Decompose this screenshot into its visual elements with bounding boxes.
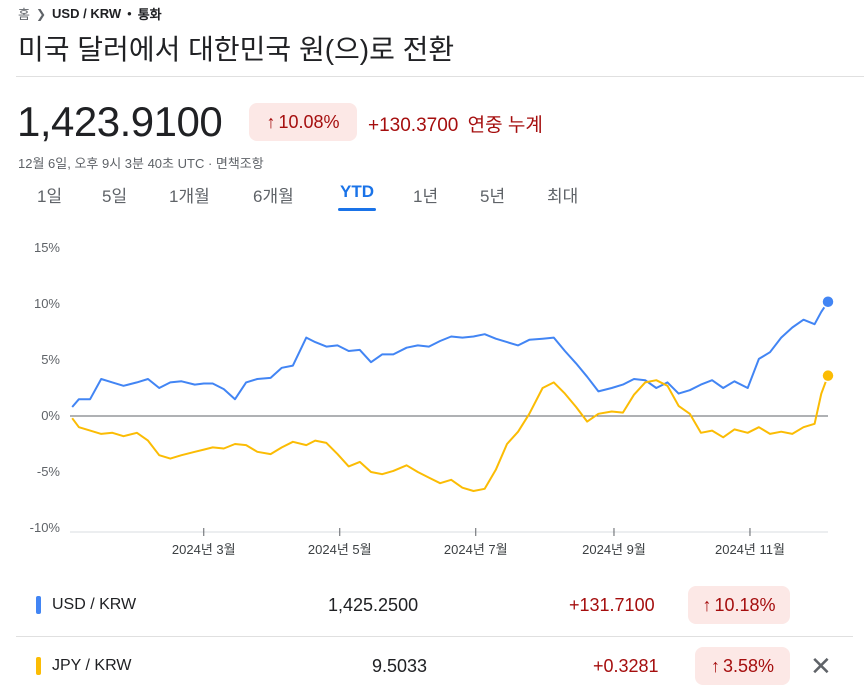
chevron-right-icon: ❯ (35, 6, 47, 21)
y-tick-label: -10% (30, 520, 61, 535)
series-endpoint-jpy (821, 368, 835, 383)
breadcrumb-home[interactable]: 홈 (18, 7, 30, 22)
close-icon[interactable]: ✕ (810, 650, 832, 681)
x-tick-label: 2024년 11월 (715, 542, 785, 557)
timestamp-disclaimer[interactable]: 12월 6일, 오후 9시 3분 40초 UTC · 면책조항 (18, 156, 264, 171)
arrow-up-icon: ↑ (710, 655, 720, 676)
breadcrumb: 홈 ❯ USD / KRW • 통화 (18, 4, 162, 23)
row-pair: JPY / KRW (52, 657, 132, 674)
row-value: 1,425.2500 (328, 594, 419, 615)
current-price: 1,423.9100 (17, 98, 223, 145)
y-tick-label: -5% (37, 464, 61, 479)
row-divider (16, 636, 853, 637)
x-tick-label: 2024년 5월 (308, 542, 372, 557)
series-color-marker (36, 596, 41, 614)
y-tick-label: 5% (41, 352, 60, 367)
tab-5d[interactable]: 5일 (102, 187, 128, 206)
row-percent: 3.58% (722, 655, 775, 676)
line-chart[interactable]: 15% 10% 5% 0% -5% -10% 2024년 3월 2024년 5월 2024년 7… (0, 230, 864, 570)
x-tick-label: 2024년 7월 (444, 542, 508, 557)
series-color-marker (36, 657, 41, 675)
page-title: 미국 달러에서 대한민국 원(으)로 전환 (18, 34, 455, 65)
tab-1y[interactable]: 1년 (413, 187, 439, 206)
y-tick-label: 10% (34, 296, 60, 311)
row-percent: 10.18% (714, 594, 776, 615)
absolute-change-value: +130.3700 (368, 115, 459, 136)
tab-ytd[interactable]: YTD (338, 182, 376, 211)
row-percent-badge: ↑ 10.18% (688, 586, 790, 624)
tab-6m[interactable]: 6개월 (253, 187, 294, 206)
breadcrumb-category[interactable]: 통화 (137, 7, 162, 22)
tab-1m[interactable]: 1개월 (169, 187, 210, 206)
x-tick-label: 2024년 9월 (582, 542, 646, 557)
row-change: +131.7100 (569, 594, 655, 615)
row-pair: USD / KRW (52, 596, 137, 613)
y-tick-label: 15% (34, 240, 60, 255)
tab-1d[interactable]: 1일 (37, 187, 63, 206)
absolute-change: +130.3700 연중 누계 (368, 110, 543, 137)
absolute-change-label: 연중 누계 (467, 115, 543, 136)
arrow-up-icon: ↑ (702, 594, 712, 615)
series-line-jpy (71, 375, 829, 492)
x-tick-label: 2024년 3월 (172, 542, 236, 557)
breadcrumb-pair: USD / KRW (52, 6, 122, 21)
compare-row-jpy[interactable]: JPY / KRW 9.5033 +0.3281 ↑ 3.58% ✕ (30, 637, 864, 695)
percent-change-badge: ↑ 10.08% (249, 103, 357, 141)
breadcrumb-separator: • (127, 6, 132, 21)
compare-row-usd[interactable]: USD / KRW 1,425.2500 +131.7100 ↑ 10.18% (30, 576, 864, 634)
arrow-up-icon: ↑ (266, 111, 276, 132)
divider (16, 76, 864, 77)
tab-max[interactable]: 최대 (547, 187, 579, 206)
series-line-usd (71, 301, 829, 408)
range-tabs: 1일 5일 1개월 6개월 YTD 1년 5년 최대 (0, 182, 640, 212)
row-change: +0.3281 (593, 655, 659, 676)
percent-change-value: 10.08% (278, 111, 340, 132)
y-tick-label: 0% (41, 408, 60, 423)
series-endpoint-usd (821, 295, 835, 309)
row-percent-badge: ↑ 3.58% (695, 647, 790, 685)
row-value: 9.5033 (372, 655, 428, 676)
tab-5y[interactable]: 5년 (480, 187, 506, 206)
